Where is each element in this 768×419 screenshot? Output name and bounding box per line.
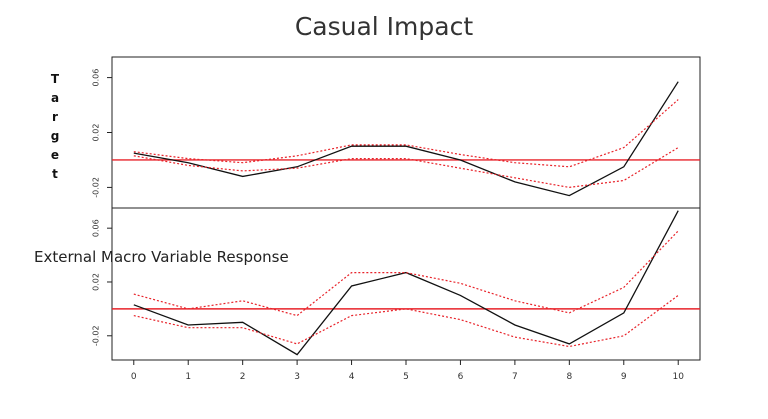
x-tick-label: 0: [131, 372, 137, 382]
series-upper: [133, 99, 679, 168]
target-label-letter: r: [52, 110, 58, 124]
y-tick-label: 0.06: [92, 219, 101, 237]
x-tick-label: 9: [621, 372, 627, 382]
panel-frame: [111, 207, 701, 361]
x-tick-label: 8: [566, 372, 572, 382]
external-macro-axis-label: External Macro Variable Response: [34, 248, 289, 266]
y-tick-label: -0.02: [92, 325, 101, 346]
target-label-letter: T: [50, 72, 60, 86]
target-label-letter: a: [50, 91, 60, 105]
panel-frame: [111, 56, 701, 209]
target-label-letter: g: [50, 129, 60, 143]
target-label-letter: e: [50, 148, 60, 162]
x-tick-label: 2: [240, 372, 246, 382]
target-label-letter: t: [52, 167, 58, 181]
x-tick-label: 7: [512, 372, 518, 382]
x-tick-label: 3: [294, 372, 300, 382]
series-lower: [133, 294, 679, 348]
x-tick-label: 10: [672, 372, 684, 382]
series-response: [133, 81, 679, 197]
y-tick-label: 0.06: [92, 69, 101, 87]
y-tick-label: 0.02: [92, 273, 101, 291]
series-response: [133, 210, 679, 356]
x-tick-label: 1: [185, 372, 191, 382]
x-tick-label: 6: [458, 372, 464, 382]
series-upper: [133, 230, 679, 317]
chart-title: Casual Impact: [294, 12, 474, 41]
y-tick-label: 0.02: [92, 124, 101, 142]
y-tick-label: -0.02: [92, 177, 101, 198]
x-tick-label: 5: [403, 372, 409, 382]
x-tick-label: 4: [349, 372, 355, 382]
